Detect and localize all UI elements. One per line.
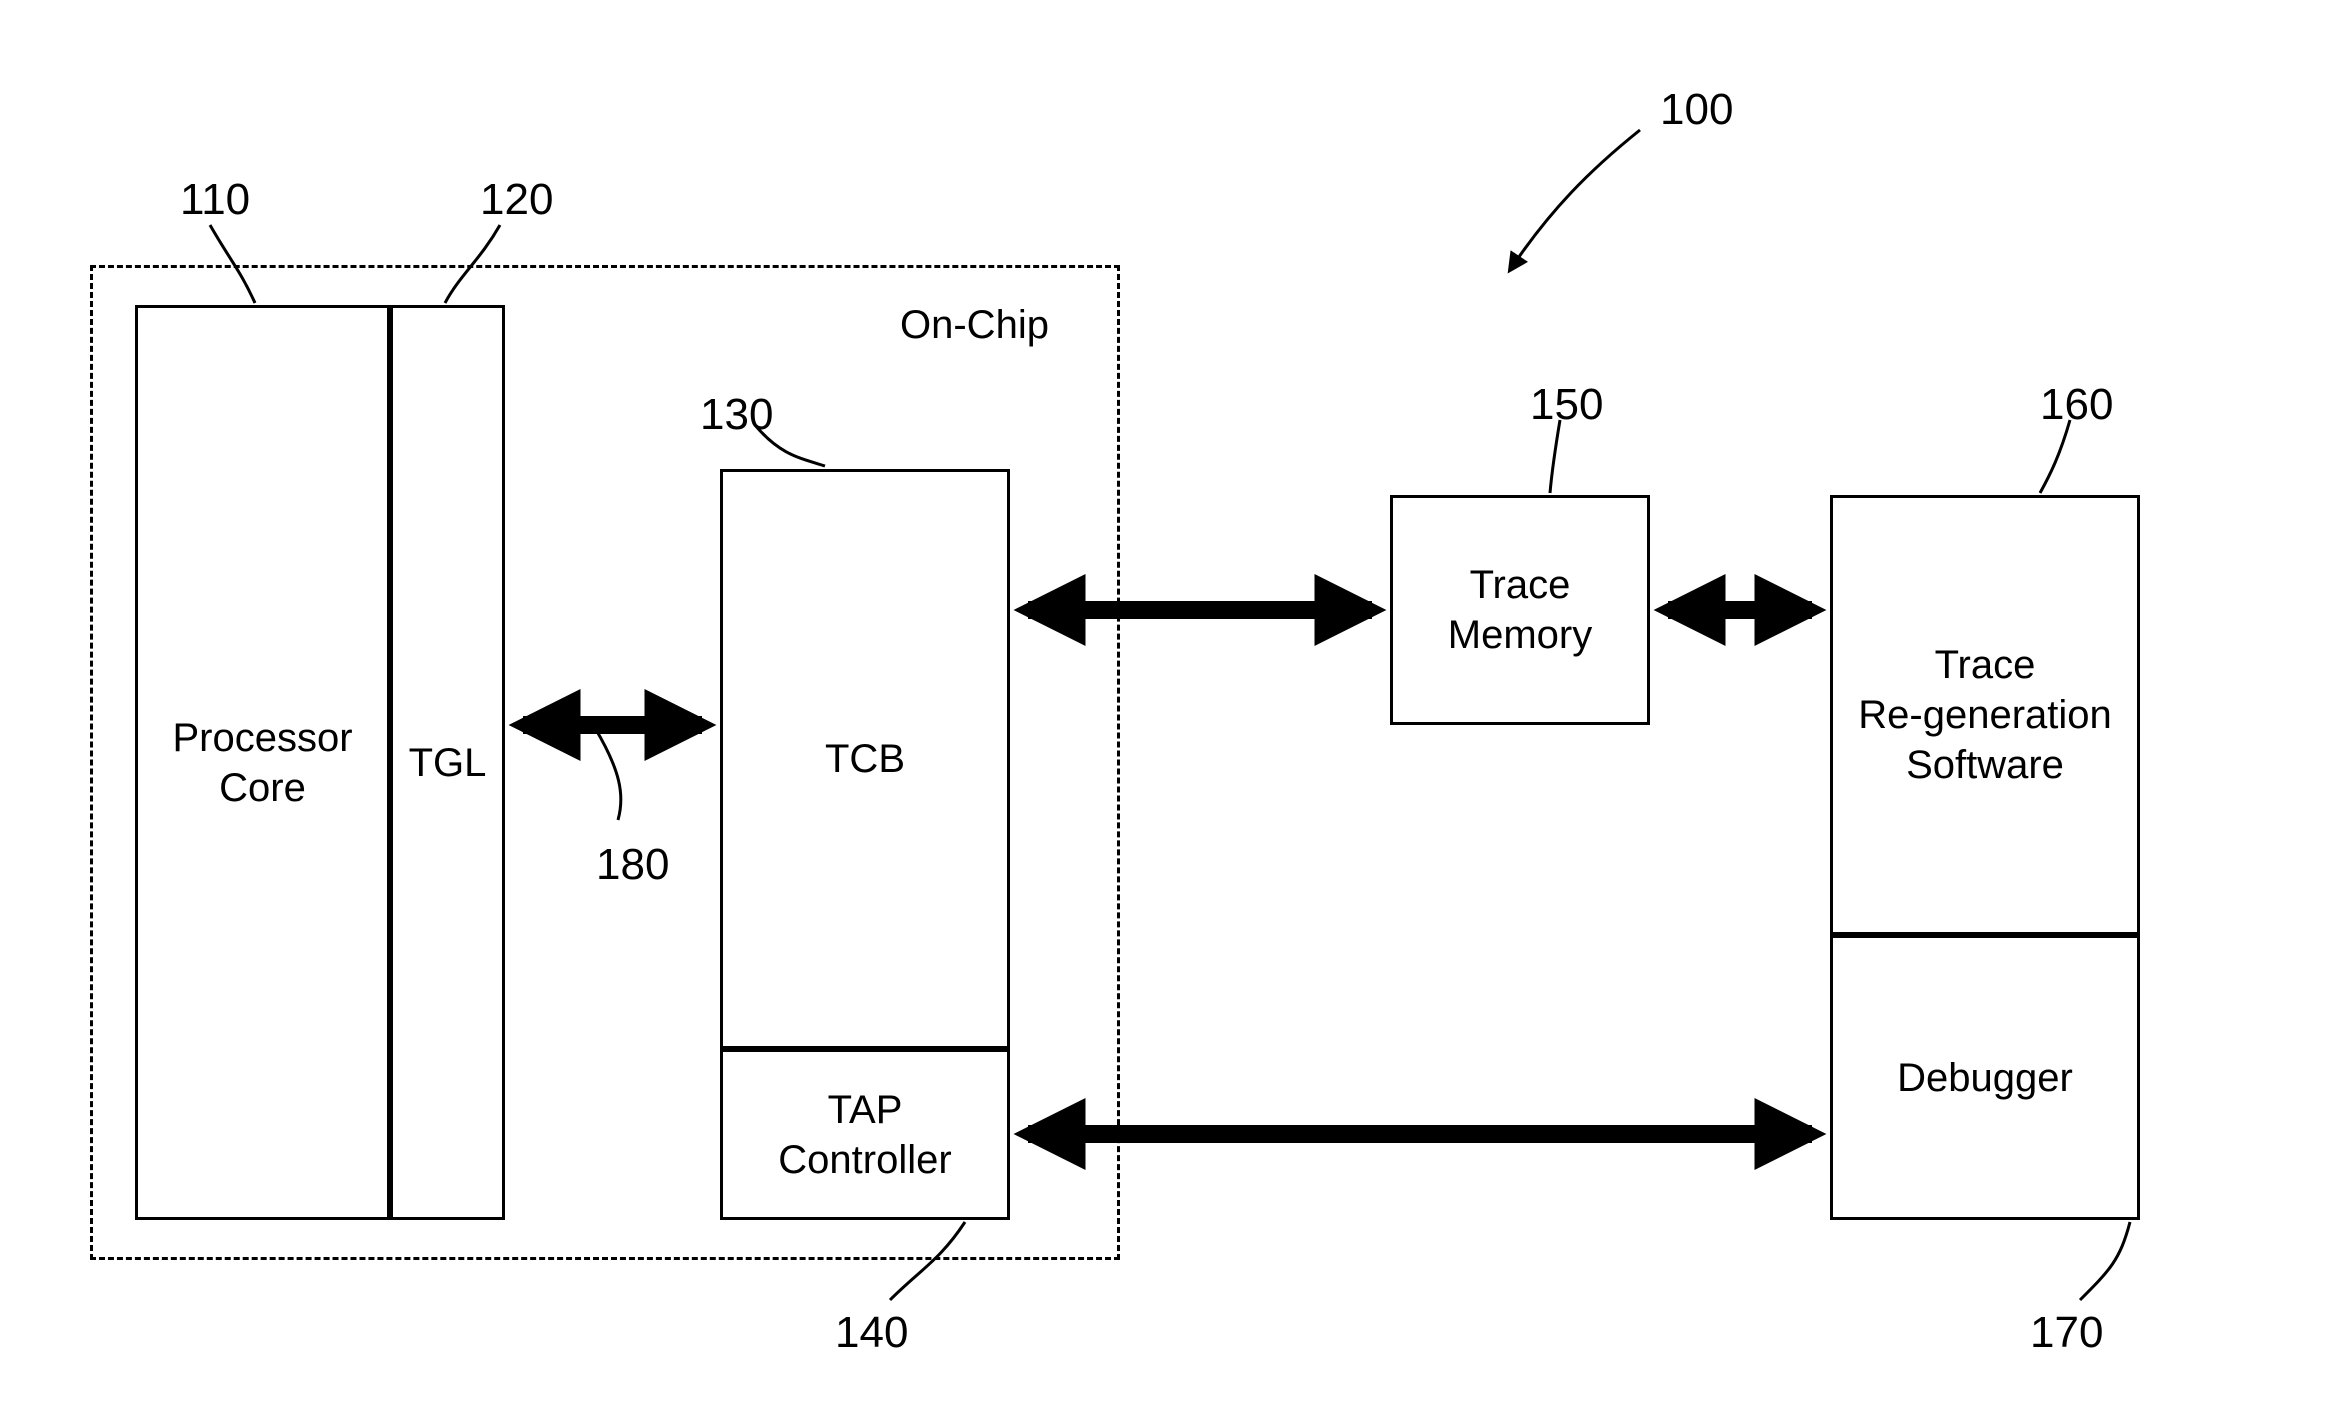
ref-130: 130 [700, 390, 773, 440]
trace-regen-label: TraceRe-generationSoftware [1858, 640, 2112, 790]
tcb-block: TCB [720, 469, 1010, 1049]
ref-120: 120 [480, 175, 553, 225]
ref-140: 140 [835, 1308, 908, 1358]
ref-170: 170 [2030, 1308, 2103, 1358]
leader-150 [1550, 420, 1560, 493]
processor-core-label: ProcessorCore [172, 713, 352, 813]
ref-110: 110 [180, 175, 250, 225]
ref-180: 180 [596, 840, 669, 890]
trace-memory-block: TraceMemory [1390, 495, 1650, 725]
ref-100: 100 [1660, 85, 1733, 135]
leader-160 [2040, 420, 2070, 493]
processor-core-block: ProcessorCore [135, 305, 390, 1220]
tgl-block: TGL [390, 305, 505, 1220]
leader-100 [1510, 130, 1640, 270]
trace-regen-block: TraceRe-generationSoftware [1830, 495, 2140, 935]
tgl-label: TGL [409, 738, 487, 788]
debugger-block: Debugger [1830, 935, 2140, 1220]
tap-controller-label: TAPController [778, 1085, 951, 1185]
ref-150: 150 [1530, 380, 1603, 430]
tcb-label: TCB [825, 734, 905, 784]
debugger-label: Debugger [1897, 1053, 2073, 1103]
trace-memory-label: TraceMemory [1448, 560, 1592, 660]
leader-170 [2080, 1222, 2130, 1300]
ref-160: 160 [2040, 380, 2113, 430]
on-chip-label: On-Chip [900, 303, 1049, 348]
tap-controller-block: TAPController [720, 1049, 1010, 1220]
diagram-canvas: On-Chip ProcessorCore TGL TCB TAPControl… [0, 0, 2338, 1417]
